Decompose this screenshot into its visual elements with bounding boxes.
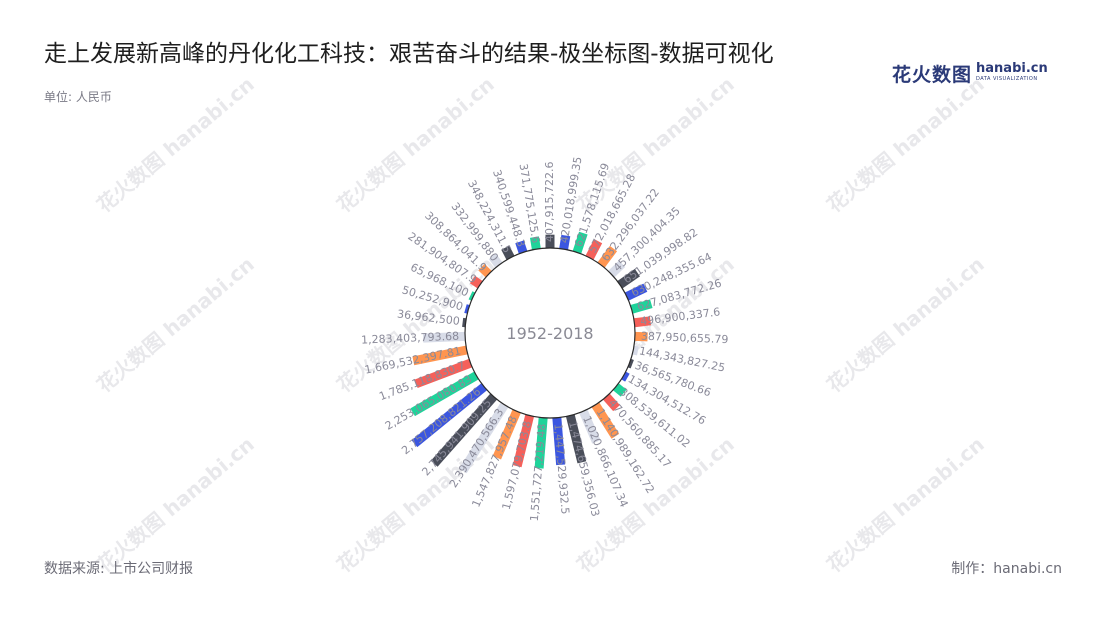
watermark-3: 花火数图 hanabi.cn: [822, 72, 989, 217]
watermark-7: 花火数图 hanabi.cn: [822, 252, 989, 397]
bar-23: [459, 402, 509, 474]
bar-20: [534, 417, 548, 469]
bar-7: [624, 283, 648, 301]
bar-13: [621, 371, 630, 382]
bar-10: [634, 331, 648, 342]
bar-16: [591, 402, 620, 439]
bar-9: [633, 316, 652, 328]
bar-label-0: 407,915,722.6: [543, 162, 556, 242]
bar-14: [612, 383, 627, 397]
bar-24: [430, 393, 497, 467]
bar-38: [529, 236, 541, 250]
chart-title: 走上发展新高峰的丹化化工科技：艰苦奋斗的结果-极坐标图-数据可视化: [44, 41, 774, 67]
watermark-0: 花火数图 hanabi.cn: [92, 72, 259, 217]
logo-text: 花火数图: [892, 64, 973, 86]
bar-34: [478, 263, 492, 278]
bar-27: [414, 358, 473, 389]
bar-2: [572, 231, 588, 254]
watermark-11: 花火数图 hanabi.cn: [822, 432, 989, 577]
bar-5: [608, 260, 626, 278]
bar-6: [617, 268, 640, 289]
brand-logo: 花火数图 hanabi.cn DATA VISUALIZATION: [892, 60, 1048, 87]
unit-label: 单位: 人民币: [44, 90, 112, 104]
bar-22: [492, 409, 521, 460]
logo-en-text: hanabi.cn: [976, 60, 1048, 76]
watermark-8: 花火数图 hanabi.cn: [92, 432, 259, 577]
bar-label-10: 387,950,655.79: [641, 330, 729, 347]
bar-19: [552, 417, 566, 466]
bar-label-19: 1,447,529,932.5: [551, 423, 571, 515]
bar-35: [488, 253, 503, 268]
bar-33: [469, 275, 483, 289]
credit: 制作：hanabi.cn: [951, 561, 1062, 577]
bar-37: [515, 240, 528, 254]
bar-8: [630, 299, 653, 314]
bar-label-20: 1,551,727,219.48: [528, 423, 549, 522]
bar-25: [411, 383, 488, 448]
bar-21: [512, 414, 535, 468]
bar-4: [597, 245, 618, 268]
bar-label-29: 1,283,403,793.68: [361, 330, 459, 347]
bar-3: [585, 239, 603, 260]
bar-36: [501, 245, 515, 260]
bar-15: [603, 393, 620, 412]
bar-28: [412, 345, 468, 366]
logo-en-block: hanabi.cn DATA VISUALIZATION: [976, 60, 1048, 84]
inner-circle: [464, 247, 636, 419]
bar-17: [579, 409, 601, 444]
bar-29: [423, 331, 466, 343]
bar-1: [559, 234, 571, 250]
bar-26: [410, 371, 479, 417]
bar-11: [632, 345, 639, 356]
watermark-4: 花火数图 hanabi.cn: [92, 252, 259, 397]
center-label: 1952-2018: [506, 324, 593, 343]
bar-18: [565, 414, 587, 464]
logo-en-subtext: DATA VISUALIZATION: [976, 75, 1038, 82]
data-source: 数据来源: 上市公司财报: [44, 561, 194, 577]
